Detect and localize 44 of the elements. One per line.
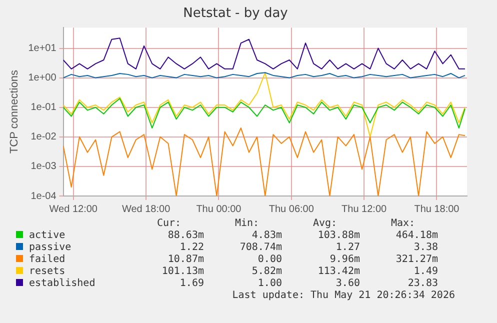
x-tick-label: Wed 18:00 (122, 204, 171, 215)
legend-label: passive (29, 242, 72, 253)
x-tick-label: Thu 12:00 (342, 204, 387, 215)
text: Min: (234, 218, 260, 230)
y-tick-label: 1e+01 (28, 43, 57, 54)
y-tick-label: 1e-04 (30, 190, 57, 202)
text: 5.82m (250, 266, 283, 278)
text: 3.38 (412, 242, 439, 254)
legend-label: established (29, 278, 96, 289)
y-tick-label: 1e-01 (30, 102, 57, 114)
text: 23.83 (406, 278, 439, 290)
text: 1.27 (334, 242, 361, 254)
text: Avg: (312, 218, 338, 230)
x-tick-label: Thu 18:00 (414, 204, 460, 215)
text: 88.63m (166, 230, 205, 242)
text: 321.27m (394, 254, 439, 266)
text: 1.49 (412, 266, 439, 278)
text: 9.96m (328, 254, 361, 266)
y-tick-label: 1e-03 (30, 161, 57, 172)
text: 1.69 (178, 278, 205, 290)
text: 103.88m (316, 230, 361, 242)
text: Cur: (156, 218, 182, 230)
legend-label: failed (29, 254, 66, 265)
x-tick-label: Wed 12:00 (49, 204, 98, 215)
text: 10.87m (166, 254, 205, 266)
y-axis-title: TCP connections (8, 70, 21, 154)
text: 0.00 (256, 254, 283, 266)
chart-title: Netstat - by day (183, 6, 288, 22)
x-tick-label: Thu 06:00 (268, 204, 314, 215)
legend-label: active (29, 230, 66, 241)
text: 708.74m (238, 242, 283, 254)
text: 1.00 (256, 278, 283, 290)
x-tick-label: Thu 00:00 (196, 204, 242, 215)
text: 464.18m (394, 230, 439, 242)
text: Last update: Thu May 21 20:26:34 2026 (231, 290, 456, 302)
text: 4.83m (250, 230, 283, 242)
text: 113.42m (316, 266, 361, 278)
y-tick-label: 1e+00 (28, 72, 57, 84)
text: 1.22 (178, 242, 205, 254)
legend-label: resets (29, 266, 66, 277)
text: Max: (390, 218, 416, 230)
text: 3.60 (334, 278, 361, 290)
text: 101.13m (160, 266, 205, 278)
y-tick-label: 1e-02 (30, 132, 57, 143)
